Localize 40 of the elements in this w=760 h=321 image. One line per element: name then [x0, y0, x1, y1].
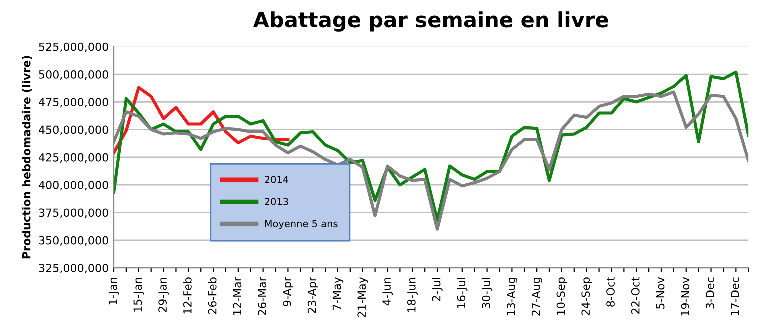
- y-tick-label: 475,000,000: [38, 98, 108, 108]
- x-tick-label: 22-Oct: [631, 277, 640, 314]
- x-tick-label: 5-Nov: [656, 277, 665, 309]
- x-tick-label: 24-Sep: [582, 278, 592, 316]
- x-tick-label: 26-Feb: [208, 278, 217, 314]
- chart-title: Abattage par semaine en livre: [253, 12, 608, 32]
- x-tick-label: 3-Dec: [706, 278, 714, 309]
- x-tick-label: 4-Jun: [382, 278, 394, 306]
- legend-label: 2014: [265, 176, 289, 184]
- y-tick-label: 350,000,000: [39, 236, 108, 246]
- x-tick-label: 18-Jun: [407, 278, 418, 312]
- y-tick-label: 450,000,000: [38, 126, 108, 136]
- y-axis-title: Production hebdomadaire (livre): [22, 56, 32, 259]
- y-tick-label: 400,000,000: [38, 181, 108, 191]
- x-tick-label: 30-Jul: [482, 278, 493, 308]
- y-tick-label: 525,000,000: [39, 42, 108, 52]
- x-tick-label: 1-Jan: [108, 278, 120, 305]
- y-tick-label: 500,000,000: [39, 70, 108, 80]
- x-tick-label: 10-Sep: [556, 278, 568, 315]
- x-tick-label: 26-Mar: [258, 277, 267, 316]
- y-tick-label: 375,000,000: [39, 208, 108, 218]
- x-tick-label: 21-May: [358, 277, 368, 318]
- legend-label: 2013: [265, 198, 288, 206]
- x-tick-label: 2-Jul: [432, 278, 443, 302]
- y-tick-label: 325,000,000: [39, 264, 108, 274]
- x-tick-label: 23-Apr: [308, 277, 318, 314]
- y-tick-label: 425,000,000: [38, 153, 108, 163]
- x-tick-label: 8-Oct: [606, 277, 615, 307]
- x-tick-label: 13-Aug: [507, 278, 518, 316]
- x-tick-label: 7-May: [332, 277, 344, 310]
- x-tick-label: 19-Nov: [681, 277, 690, 316]
- x-tick-label: 16-Jul: [457, 278, 468, 308]
- legend-label: Moyenne 5 ans: [265, 220, 338, 230]
- x-tick-label: 15-Jan: [134, 278, 144, 312]
- x-tick-label: 12-Mar: [233, 277, 242, 315]
- x-tick-label: 27-Aug: [532, 278, 542, 316]
- x-tick-label: 17-Dec: [731, 278, 740, 316]
- x-tick-label: 29-Jan: [158, 278, 170, 312]
- x-tick-label: 9-Apr: [283, 277, 294, 306]
- x-tick-label: 12-Feb: [183, 278, 192, 314]
